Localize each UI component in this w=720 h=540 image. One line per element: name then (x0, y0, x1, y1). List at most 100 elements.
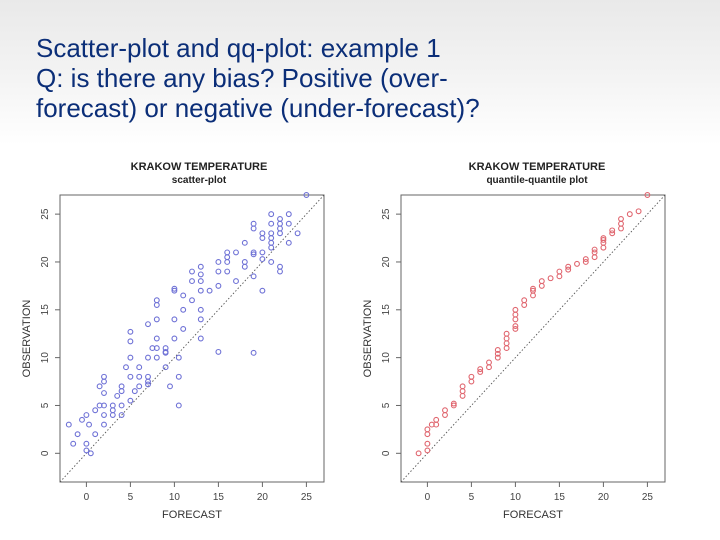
qq-data-point (609, 227, 616, 234)
qq-data-point (644, 192, 651, 198)
scatter-data-point (171, 285, 178, 292)
scatter-x-tick-label: 10 (169, 492, 181, 503)
scatter-data-point (268, 220, 275, 227)
qq-data-point (468, 378, 475, 385)
scatter-data-point (268, 244, 275, 251)
scatter-data-point (224, 268, 231, 275)
qq-data-point (468, 373, 475, 380)
scatter-data-point (175, 354, 182, 361)
scatter-data-point (197, 335, 204, 342)
qq-y-tick-label: 20 (381, 256, 392, 268)
scatter-data-point (127, 338, 134, 345)
scatter-x-tick-label: 15 (213, 492, 225, 503)
scatter-data-point (259, 256, 266, 263)
qq-data-point (477, 366, 484, 373)
scatter-x-tick-label: 5 (128, 492, 134, 503)
scatter-data-point (250, 225, 257, 232)
scatter-data-point (197, 287, 204, 294)
scatter-data-point (259, 235, 266, 242)
qq-data-point (635, 208, 642, 215)
scatter-y-tick-label: 25 (40, 208, 51, 220)
scatter-data-point (197, 316, 204, 323)
scatter-data-point (101, 402, 107, 409)
scatter-data-point (118, 388, 125, 395)
scatter-data-point (175, 402, 182, 409)
scatter-y-tick-label: 20 (40, 256, 51, 268)
slide-title-line-1: Scatter-plot and qq-plot: example 1 (36, 33, 441, 63)
scatter-data-point (86, 421, 92, 428)
qq-data-point (450, 402, 457, 409)
qq-data-point (574, 260, 580, 267)
qq-x-tick-label: 15 (554, 492, 566, 503)
qq-data-point (503, 330, 510, 337)
scatter-data-point (96, 383, 103, 390)
scatter-data-point (92, 431, 99, 438)
scatter-data-point (145, 321, 151, 328)
qq-data-point (530, 287, 536, 294)
qq-data-point (556, 273, 563, 280)
qq-data-point (591, 254, 598, 261)
scatter-data-point (224, 249, 231, 256)
qq-data-point (512, 323, 519, 330)
scatter-data-point (215, 268, 222, 275)
scatter-data-point (294, 230, 301, 237)
scatter-chart-subtitle: scatter-plot (172, 175, 227, 186)
scatter-data-point (109, 402, 116, 409)
scatter-data-point (101, 421, 107, 428)
qq-x-tick-label: 20 (598, 492, 610, 503)
scatter-data-point (136, 383, 143, 390)
qq-chart-title: KRAKOW TEMPERATURE (469, 161, 606, 173)
qq-data-point (521, 302, 528, 308)
qq-data-point (424, 426, 431, 433)
qq-data-point (424, 431, 431, 438)
scatter-data-point (83, 412, 90, 418)
scatter-data-point (127, 354, 134, 361)
scatter-data-point (285, 239, 292, 246)
scatter-data-point (233, 278, 239, 285)
qq-data-point (556, 268, 563, 275)
scatter-data-point (180, 325, 187, 332)
scatter-data-point (136, 373, 143, 380)
qq-y-tick-label: 25 (381, 208, 392, 220)
qq-data-point (582, 256, 589, 263)
qq-data-point (618, 215, 624, 222)
scatter-data-point (259, 249, 266, 256)
scatter-data-point (197, 271, 204, 278)
qq-data-point (512, 316, 519, 323)
scatter-data-point (79, 416, 85, 423)
scatter-data-point (101, 390, 107, 396)
figure-panel (17, 146, 704, 530)
qq-data-point (512, 306, 519, 313)
scatter-data-point (277, 268, 283, 275)
qq-data-point (618, 220, 624, 227)
scatter-data-point (285, 220, 292, 227)
scatter-data-point (131, 388, 138, 395)
scatter-data-point (123, 364, 129, 371)
scatter-data-point (180, 292, 187, 299)
qq-data-point (600, 235, 607, 242)
scatter-data-point (285, 211, 292, 218)
qq-x-tick-label: 10 (510, 492, 522, 503)
scatter-data-point (189, 297, 195, 304)
qq-data-point (538, 282, 545, 289)
qq-data-point (609, 230, 616, 237)
scatter-data-point (162, 348, 169, 355)
qq-data-point (512, 311, 519, 318)
qq-x-tick-label: 0 (425, 492, 431, 503)
scatter-data-point (136, 364, 143, 371)
scatter-x-axis-label: FORECAST (162, 509, 222, 521)
title-band (0, 0, 720, 145)
qq-data-point (565, 266, 572, 273)
scatter-data-point (87, 450, 94, 457)
scatter-data-point (250, 251, 257, 258)
scatter-data-point (197, 278, 204, 285)
qq-data-point (433, 416, 440, 423)
qq-x-tick-label: 25 (642, 492, 654, 503)
scatter-data-point (175, 373, 182, 380)
scatter-data-point (109, 412, 116, 418)
scatter-y-tick-label: 10 (40, 352, 51, 364)
qq-data-point (512, 325, 519, 332)
scatter-data-point (162, 364, 169, 371)
qq-data-point (503, 345, 510, 352)
qq-data-point (424, 440, 431, 447)
